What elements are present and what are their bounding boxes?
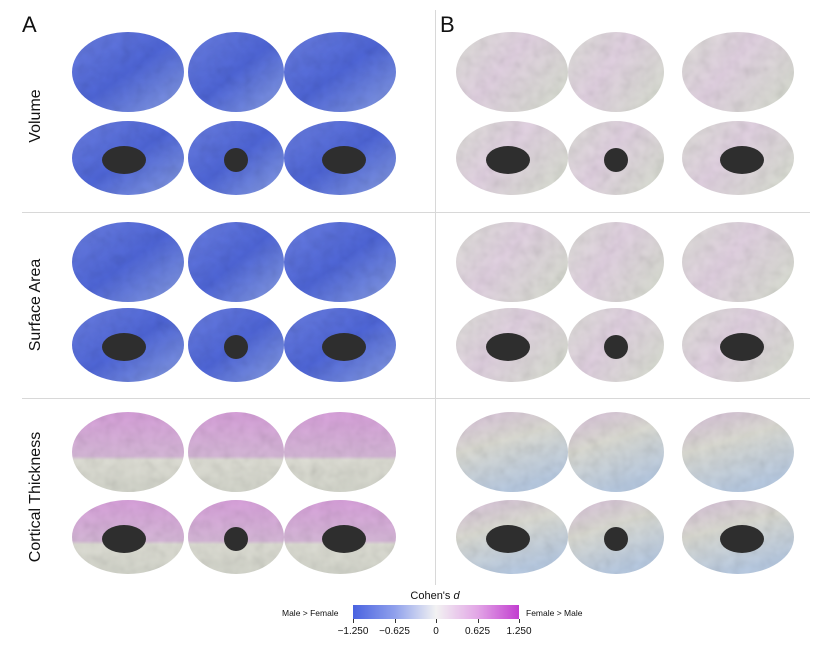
brain-b-2-lateral-left xyxy=(456,222,568,302)
brain-b-1-dorsal xyxy=(568,32,664,112)
colorbar-tick-mark xyxy=(477,619,479,623)
colorbar-tick-label: 1.250 xyxy=(506,626,532,637)
brain-a-1-medial-right xyxy=(284,121,396,195)
brain-b-2-medial-left xyxy=(456,308,568,382)
panel-letter-b: B xyxy=(440,12,455,37)
brain-b-2-lateral-right xyxy=(682,222,794,302)
colorbar-tick-label: −0.625 xyxy=(379,626,410,637)
brain-b-2-medial-right xyxy=(682,308,794,382)
panel-letter-a: A xyxy=(22,12,37,37)
brain-a-1-lateral-left xyxy=(72,32,184,112)
colorbar-tick-label: 0.625 xyxy=(464,626,491,637)
row-divider xyxy=(22,212,810,213)
colorbar-tick-mark xyxy=(436,619,437,623)
brain-b-2-ventral xyxy=(568,308,664,382)
legend-title: Cohen's d xyxy=(410,590,460,602)
brain-b-3-dorsal xyxy=(568,412,664,492)
brain-a-2-medial-left xyxy=(72,308,184,382)
legend-male-greater-female: Male > Female xyxy=(282,608,339,618)
legend-female-greater-male: Female > Male xyxy=(526,608,583,618)
colorbar-tick-mark xyxy=(394,619,396,623)
brain-b-1-ventral xyxy=(568,121,664,195)
brain-b-1-medial-right xyxy=(682,121,794,195)
brain-a-1-lateral-right xyxy=(284,32,396,112)
row-divider xyxy=(22,398,810,399)
brain-a-3-medial-left xyxy=(72,500,184,574)
panel-divider xyxy=(435,10,436,585)
brain-b-3-medial-right xyxy=(682,500,794,574)
brain-b-1-lateral-right xyxy=(682,32,794,112)
colorbar-tick-mark xyxy=(519,619,520,623)
brain-b-1-medial-left xyxy=(456,121,568,195)
brain-b-1-lateral-left xyxy=(456,32,568,112)
colorbar-tick-label: 0 xyxy=(433,626,439,637)
brain-b-3-medial-left xyxy=(456,500,568,574)
brain-a-3-dorsal xyxy=(188,412,284,492)
brain-a-1-ventral xyxy=(188,121,284,195)
colorbar-tick-mark xyxy=(353,619,354,623)
brain-a-3-medial-right xyxy=(284,500,396,574)
brain-a-2-medial-right xyxy=(284,308,396,382)
brain-a-1-medial-left xyxy=(72,121,184,195)
brain-a-2-lateral-right xyxy=(284,222,396,302)
brain-a-2-lateral-left xyxy=(72,222,184,302)
colorbar-tick-label: −1.250 xyxy=(337,626,369,637)
brain-b-3-lateral-left xyxy=(456,412,568,492)
brain-b-2-dorsal xyxy=(568,222,664,302)
brain-a-2-dorsal xyxy=(188,222,284,302)
brain-a-3-lateral-left xyxy=(72,412,184,492)
colorbar xyxy=(353,605,519,619)
brain-map-grid xyxy=(72,32,794,574)
brain-a-3-lateral-right xyxy=(284,412,396,492)
brain-a-2-ventral xyxy=(188,308,284,382)
brain-a-3-ventral xyxy=(188,500,284,574)
brain-b-3-lateral-right xyxy=(682,412,794,492)
brain-a-1-dorsal xyxy=(188,32,284,112)
brain-b-3-ventral xyxy=(568,500,664,574)
